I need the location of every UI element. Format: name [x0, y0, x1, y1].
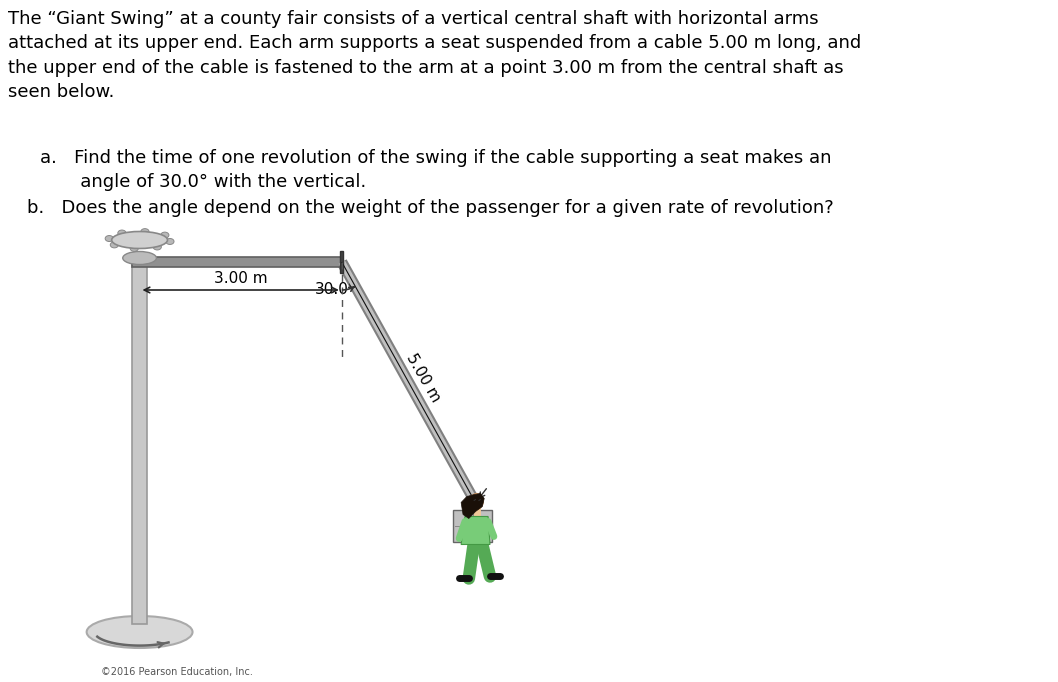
Ellipse shape [141, 228, 149, 235]
Text: a.   Find the time of one revolution of the swing if the cable supporting a seat: a. Find the time of one revolution of th… [40, 149, 832, 191]
Ellipse shape [117, 230, 126, 236]
Text: b.   Does the angle depend on the weight of the passenger for a given rate of re: b. Does the angle depend on the weight o… [26, 199, 834, 217]
FancyBboxPatch shape [132, 257, 342, 267]
Text: The “Giant Swing” at a county fair consists of a vertical central shaft with hor: The “Giant Swing” at a county fair consi… [7, 10, 861, 101]
Ellipse shape [112, 231, 167, 248]
Ellipse shape [153, 244, 162, 250]
Text: 5.00 m: 5.00 m [404, 351, 443, 405]
Text: 30.0°: 30.0° [315, 282, 357, 297]
Ellipse shape [110, 242, 118, 248]
Ellipse shape [123, 252, 157, 265]
Text: ©2016 Pearson Education, Inc.: ©2016 Pearson Education, Inc. [102, 667, 253, 677]
Ellipse shape [130, 246, 139, 252]
Ellipse shape [87, 616, 193, 648]
Polygon shape [461, 494, 485, 518]
Ellipse shape [105, 235, 113, 241]
FancyBboxPatch shape [340, 251, 344, 273]
Ellipse shape [166, 239, 174, 244]
FancyBboxPatch shape [454, 511, 492, 542]
Ellipse shape [470, 494, 484, 509]
FancyBboxPatch shape [132, 262, 147, 624]
Text: 3.00 m: 3.00 m [214, 271, 268, 286]
Ellipse shape [161, 232, 169, 238]
Polygon shape [461, 516, 490, 544]
